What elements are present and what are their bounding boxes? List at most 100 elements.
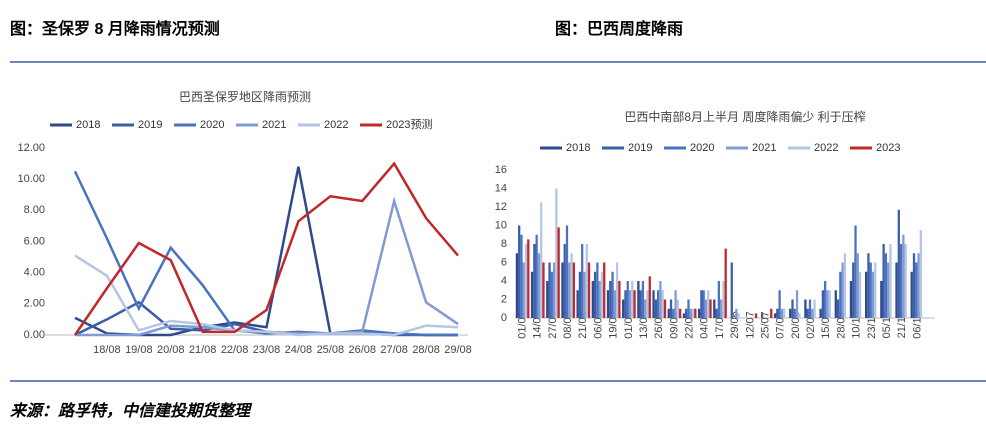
bar (631, 281, 634, 318)
bar (912, 253, 916, 318)
bar (540, 202, 543, 318)
bar (789, 308, 792, 318)
bar (798, 313, 801, 318)
bar (709, 299, 712, 318)
bar (915, 262, 918, 318)
x-tick-label: 20/08 (157, 344, 185, 356)
bar (648, 276, 651, 318)
bar (795, 290, 799, 318)
bar (542, 262, 545, 318)
bar (563, 244, 566, 318)
bar (707, 290, 710, 318)
bar (611, 271, 614, 318)
bar (663, 299, 667, 318)
bar (552, 262, 556, 318)
bar (622, 299, 625, 318)
bar (882, 244, 885, 318)
bar (871, 271, 875, 318)
bar (841, 262, 844, 318)
bar (737, 313, 740, 318)
bar (854, 225, 857, 318)
bar (568, 262, 571, 318)
legend-label: 2022 (814, 142, 838, 154)
bar (902, 234, 905, 318)
bar (917, 253, 920, 318)
bar (824, 281, 827, 318)
bar (520, 234, 523, 318)
x-tick-label: 25/08 (317, 344, 345, 356)
bar (867, 253, 870, 318)
bar (715, 308, 718, 318)
x-tick-label: 27/01 (547, 311, 559, 339)
bar (600, 271, 604, 318)
bar (828, 290, 831, 318)
x-tick-label: 01/04 (623, 311, 635, 339)
bar (899, 244, 903, 318)
x-tick-label: 20/08 (790, 311, 802, 339)
y-tick-label: 6 (501, 256, 507, 268)
x-tick-label: 18/08 (93, 344, 121, 356)
bar (550, 271, 553, 318)
chart-title: 巴西圣保罗地区降雨预测 (179, 90, 311, 104)
x-tick-label: 02/09 (805, 311, 817, 339)
y-tick-label: 12.00 (17, 142, 45, 154)
caption: 图：巴西周度降雨 (555, 19, 683, 38)
bar (572, 262, 575, 318)
x-tick-label: 08/02 (562, 311, 574, 339)
bar (793, 308, 796, 318)
legend-label: 2022 (324, 119, 348, 131)
x-tick-label: 21/11 (896, 312, 908, 339)
x-tick-label: 19/03 (608, 311, 620, 339)
y-tick-label: 0.00 (24, 329, 45, 341)
bar (770, 308, 773, 318)
bar (887, 262, 890, 318)
bar (603, 262, 606, 318)
bar (515, 253, 519, 318)
y-tick-label: 8 (501, 238, 507, 250)
y-tick-label: 8.00 (24, 204, 45, 216)
y-tick-label: 14 (495, 182, 507, 194)
bar (697, 308, 701, 318)
bar (548, 262, 551, 318)
bar (533, 244, 536, 318)
bar (704, 299, 708, 318)
bar (641, 281, 645, 318)
x-tick-label: 25/07 (759, 311, 771, 339)
bar (522, 262, 525, 318)
x-tick-label: 15/09 (820, 311, 832, 339)
bar (852, 262, 855, 318)
bar (724, 248, 727, 318)
x-tick-label: 26/08 (348, 344, 376, 356)
bar (565, 225, 569, 318)
y-tick-label: 10 (495, 219, 507, 231)
bar (735, 308, 738, 318)
bar (661, 290, 664, 318)
x-tick-label: 01/01 (516, 311, 528, 339)
bar (672, 308, 675, 318)
bar (778, 290, 781, 318)
bar (804, 299, 807, 318)
bar (773, 313, 777, 318)
bar (618, 281, 621, 318)
caption: 图：圣保罗 8 月降雨情况预测 (10, 19, 220, 38)
x-tick-label: 26/04 (653, 311, 665, 339)
legend-label: 2021 (752, 142, 776, 154)
bar (811, 308, 814, 318)
bar (722, 281, 725, 318)
bar (895, 262, 898, 318)
bar (889, 244, 892, 318)
bar (591, 281, 594, 318)
bar (546, 281, 549, 318)
bar (713, 299, 716, 318)
bar (524, 244, 528, 318)
bar (689, 308, 692, 318)
x-tick-label: 22/05 (684, 311, 696, 339)
chart-title: 巴西中南部8月上半月 周度降雨偏少 利于压榨 (624, 109, 865, 124)
legend-label: 2021 (262, 119, 286, 131)
y-tick-label: 4 (501, 275, 507, 287)
legend-label: 2020 (690, 142, 714, 154)
bar (598, 281, 601, 318)
bar (530, 271, 534, 318)
y-tick-label: 16 (495, 164, 507, 176)
bar (821, 290, 825, 318)
